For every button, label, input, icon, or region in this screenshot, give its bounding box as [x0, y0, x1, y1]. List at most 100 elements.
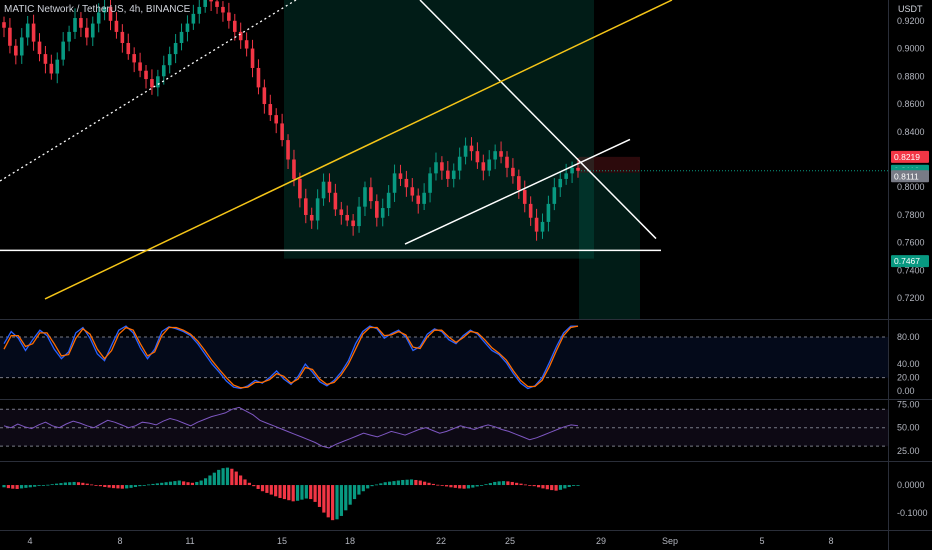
- candle-body: [191, 13, 196, 24]
- trend-line: [404, 138, 631, 245]
- macd-bar: [576, 485, 580, 486]
- candle-body: [345, 214, 350, 221]
- macd-bar: [50, 484, 54, 486]
- candle-body: [2, 22, 6, 28]
- macd-bar: [107, 485, 111, 488]
- macd-bar: [309, 485, 313, 500]
- macd-bar: [11, 485, 15, 489]
- macd-bar: [125, 485, 129, 489]
- macd-bar: [120, 485, 124, 489]
- price-tick-label: 0.8800: [897, 71, 925, 81]
- macd-bar: [282, 485, 287, 500]
- macd-bar: [133, 485, 138, 488]
- macd-bar: [563, 485, 567, 489]
- candle-body: [298, 178, 302, 199]
- macd-bar: [15, 485, 19, 489]
- macd-bar: [352, 485, 357, 500]
- candle-body: [446, 170, 450, 179]
- candle-body: [256, 67, 261, 88]
- macd-bar: [103, 485, 107, 488]
- macd-bar: [322, 485, 326, 513]
- price-tick-label: 0.8400: [897, 127, 925, 137]
- macd-bar: [409, 479, 414, 486]
- position-zone: [579, 172, 640, 319]
- candle-body: [499, 151, 503, 157]
- stoch-tick-label: 40.00: [897, 359, 920, 369]
- macd-bar: [208, 475, 212, 486]
- macd-bar: [37, 485, 41, 486]
- candle-body: [517, 176, 521, 191]
- time-tick-label: 8: [828, 536, 833, 546]
- candle-body: [120, 31, 125, 43]
- macd-bar: [466, 485, 471, 489]
- candle-body: [61, 41, 65, 60]
- macd-bar: [63, 482, 67, 486]
- macd-bar: [313, 485, 317, 502]
- macd-bar: [383, 482, 387, 486]
- candle-body: [73, 18, 77, 32]
- macd-bar: [414, 479, 418, 486]
- macd-bar: [203, 478, 208, 486]
- macd-bar: [304, 485, 308, 499]
- macd-bar: [572, 485, 576, 486]
- macd-bar: [550, 485, 554, 491]
- macd-bar: [501, 481, 506, 486]
- trend-line: [0, 0, 297, 182]
- macd-bar: [497, 481, 501, 486]
- macd-bar: [523, 484, 528, 486]
- macd-bar: [221, 468, 225, 486]
- macd-bar: [374, 484, 379, 486]
- macd-bar: [528, 485, 532, 486]
- macd-bar: [361, 485, 365, 492]
- trend-line: [419, 0, 657, 240]
- price-candles: [2, 0, 580, 241]
- macd-bar: [269, 485, 273, 495]
- macd-bar: [234, 471, 238, 486]
- macd-bar: [256, 485, 260, 489]
- macd-bar: [493, 481, 497, 486]
- macd-bar: [146, 484, 151, 486]
- candle-body: [327, 181, 332, 193]
- candle-body: [564, 173, 568, 179]
- candle-body: [363, 187, 367, 207]
- macd-bar: [195, 481, 199, 486]
- macd-bar: [247, 482, 251, 486]
- trend-lines[interactable]: [0, 0, 673, 300]
- macd-bar: [427, 482, 431, 486]
- macd-bar: [173, 481, 177, 486]
- macd-bar: [129, 485, 133, 488]
- time-tick-label: 22: [436, 536, 446, 546]
- macd-bar: [177, 480, 181, 486]
- macd-bar: [484, 484, 488, 486]
- time-tick-label: 15: [277, 536, 287, 546]
- candle-body: [570, 167, 574, 174]
- candle-body: [161, 65, 166, 77]
- price-tick-label: 0.8600: [897, 99, 925, 109]
- candle-body: [179, 31, 184, 43]
- candle-body: [493, 151, 497, 160]
- candle-body: [227, 12, 231, 21]
- candle-body: [386, 192, 391, 209]
- candle-body: [173, 42, 178, 55]
- macd-bar: [111, 485, 116, 489]
- price-tick-label: 0.9000: [897, 44, 925, 54]
- candle-body: [126, 42, 131, 55]
- candle-body: [138, 62, 142, 71]
- macd-bar: [475, 485, 479, 487]
- candle-body: [463, 145, 468, 157]
- macd-bar: [46, 484, 50, 486]
- macd-bar: [164, 482, 168, 486]
- macd-bar: [462, 485, 466, 489]
- macd-bar: [458, 485, 462, 489]
- macd-tick-label: -0.1000: [897, 508, 928, 518]
- price-tag-label: 0.7467: [894, 256, 920, 266]
- candle-body: [244, 40, 249, 49]
- macd-bar: [291, 485, 295, 502]
- symbol-title: MATIC Network / TetherUS, 4h, BINANCE: [4, 4, 191, 15]
- macd-bar: [41, 485, 46, 486]
- candle-body: [428, 173, 432, 193]
- candle-body: [481, 162, 486, 171]
- macd-bar: [72, 481, 76, 486]
